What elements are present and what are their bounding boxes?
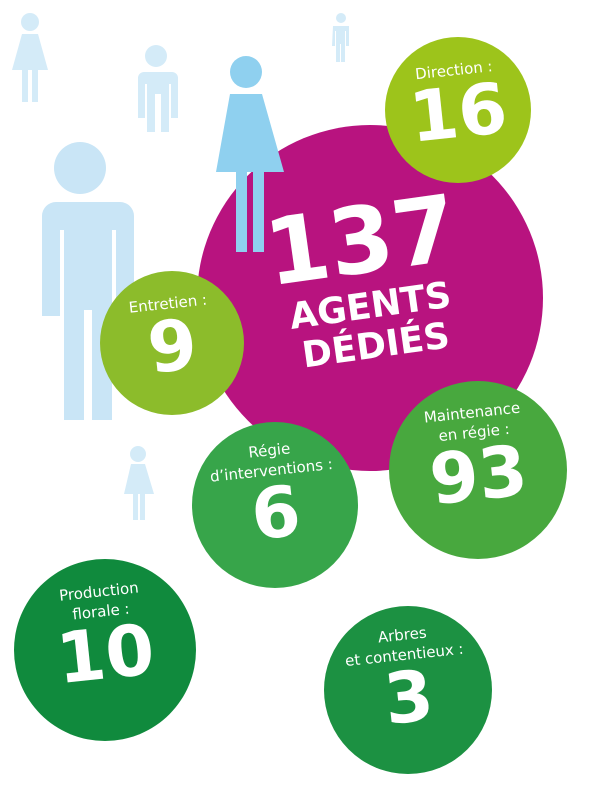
- group-value: 93: [426, 429, 531, 521]
- group-value: 16: [406, 67, 511, 159]
- group-bubble: [385, 37, 531, 183]
- group-label: Régie: [247, 439, 291, 461]
- woman-icon: [216, 56, 284, 252]
- group-label: florale :: [72, 600, 131, 624]
- group-bubble: [192, 422, 358, 588]
- man-icon: [332, 13, 349, 62]
- woman-icon: [12, 13, 48, 102]
- group-bubble: [100, 271, 244, 415]
- group-label: Arbres: [377, 623, 428, 646]
- man-icon: [138, 45, 178, 132]
- group-text: Direction :16: [406, 57, 511, 159]
- woman-icon: [124, 446, 154, 520]
- group-value: 6: [247, 470, 304, 557]
- group-value: 10: [53, 608, 158, 700]
- group-bubble: [14, 559, 196, 741]
- headline-number: 137: [259, 175, 464, 308]
- group-bubble: [324, 606, 492, 774]
- group-value: 9: [144, 303, 201, 390]
- group-bubble: [389, 381, 567, 559]
- group-value: 3: [380, 654, 437, 741]
